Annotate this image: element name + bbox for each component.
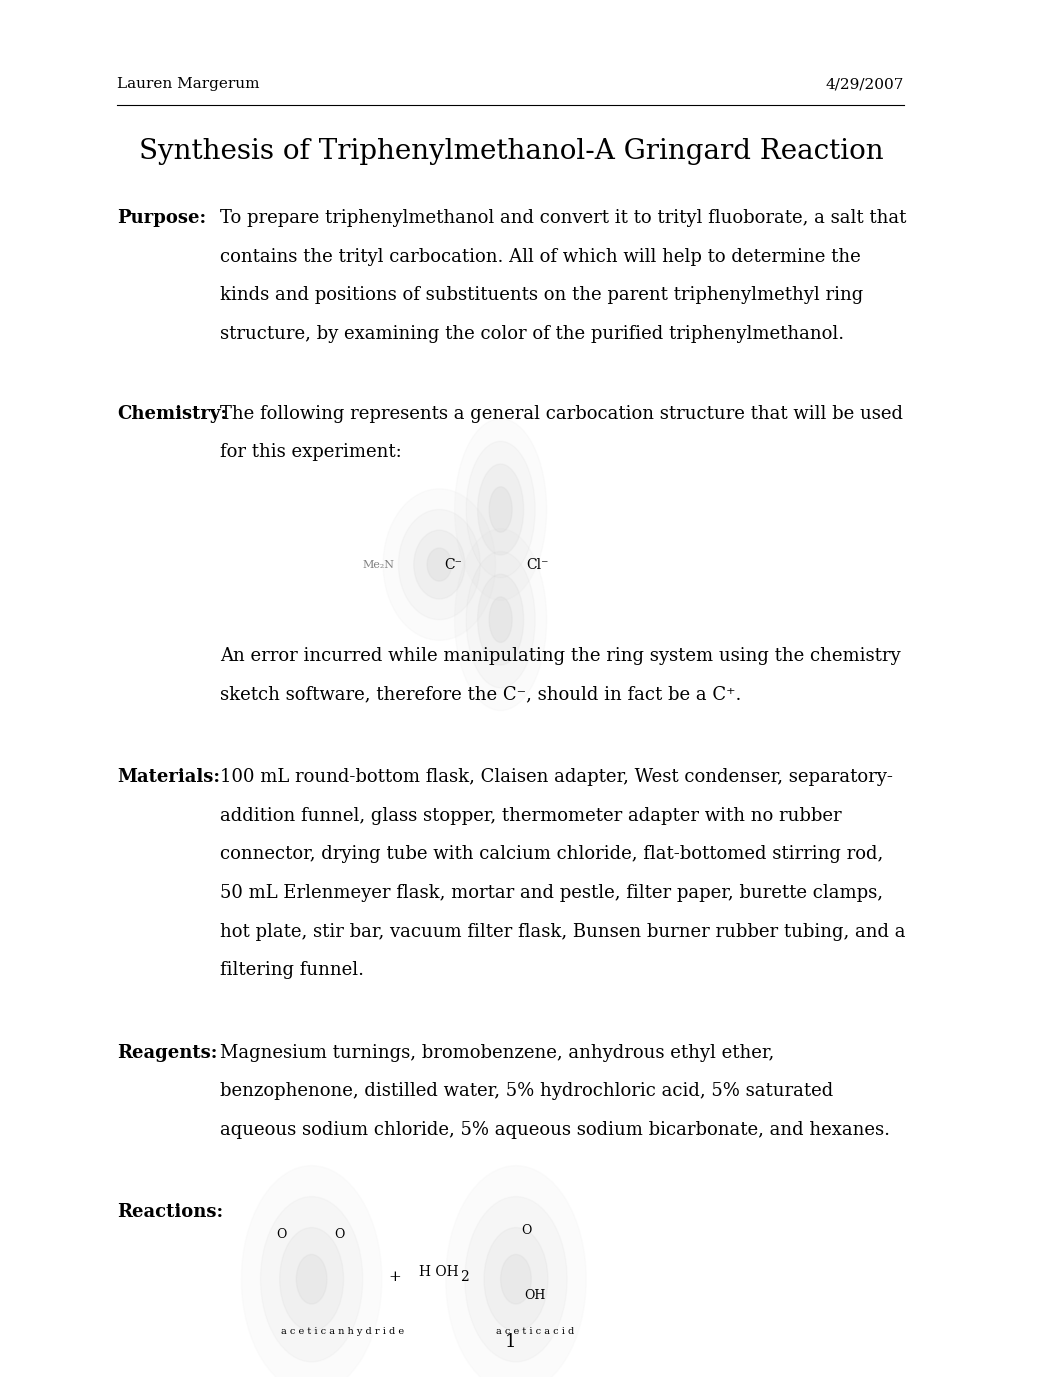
Text: Purpose:: Purpose: bbox=[118, 209, 207, 227]
Text: filtering funnel.: filtering funnel. bbox=[220, 961, 363, 979]
Ellipse shape bbox=[296, 1254, 327, 1304]
Text: An error incurred while manipulating the ring system using the chemistry: An error incurred while manipulating the… bbox=[220, 647, 901, 665]
Text: connector, drying tube with calcium chloride, flat-bottomed stirring rod,: connector, drying tube with calcium chlo… bbox=[220, 845, 883, 863]
Text: structure, by examining the color of the purified triphenylmethanol.: structure, by examining the color of the… bbox=[220, 325, 844, 343]
Ellipse shape bbox=[478, 464, 524, 555]
Text: Lauren Margerum: Lauren Margerum bbox=[118, 77, 260, 91]
Ellipse shape bbox=[490, 598, 512, 643]
Text: The following represents a general carbocation structure that will be used: The following represents a general carbo… bbox=[220, 405, 903, 423]
Text: Materials:: Materials: bbox=[118, 768, 221, 786]
Text: 2: 2 bbox=[460, 1270, 468, 1283]
Text: benzophenone, distilled water, 5% hydrochloric acid, 5% saturated: benzophenone, distilled water, 5% hydroc… bbox=[220, 1082, 833, 1100]
Ellipse shape bbox=[466, 552, 535, 688]
Text: O: O bbox=[521, 1224, 531, 1237]
Text: Me₂N: Me₂N bbox=[363, 559, 395, 570]
Text: O: O bbox=[335, 1228, 344, 1241]
Text: contains the trityl carbocation. All of which will help to determine the: contains the trityl carbocation. All of … bbox=[220, 248, 860, 266]
Text: Reagents:: Reagents: bbox=[118, 1044, 218, 1062]
Text: sketch software, therefore the C⁻, should in fact be a C⁺.: sketch software, therefore the C⁻, shoul… bbox=[220, 686, 741, 704]
Ellipse shape bbox=[260, 1197, 363, 1362]
Ellipse shape bbox=[241, 1165, 382, 1377]
Text: a c e t i c a c i d: a c e t i c a c i d bbox=[496, 1327, 573, 1337]
Ellipse shape bbox=[466, 441, 535, 578]
Ellipse shape bbox=[455, 529, 547, 711]
Text: Magnesium turnings, bromobenzene, anhydrous ethyl ether,: Magnesium turnings, bromobenzene, anhydr… bbox=[220, 1044, 774, 1062]
Ellipse shape bbox=[465, 1197, 567, 1362]
Text: Reactions:: Reactions: bbox=[118, 1203, 224, 1221]
Ellipse shape bbox=[427, 548, 451, 581]
Ellipse shape bbox=[478, 574, 524, 665]
Text: 1: 1 bbox=[506, 1333, 516, 1351]
Text: C⁻: C⁻ bbox=[445, 558, 462, 571]
Ellipse shape bbox=[455, 419, 547, 600]
Text: Synthesis of Triphenylmethanol-A Gringard Reaction: Synthesis of Triphenylmethanol-A Gringar… bbox=[138, 138, 884, 165]
Text: 50 mL Erlenmeyer flask, mortar and pestle, filter paper, burette clamps,: 50 mL Erlenmeyer flask, mortar and pestl… bbox=[220, 884, 883, 902]
Text: To prepare triphenylmethanol and convert it to trityl fluoborate, a salt that: To prepare triphenylmethanol and convert… bbox=[220, 209, 906, 227]
Text: kinds and positions of substituents on the parent triphenylmethyl ring: kinds and positions of substituents on t… bbox=[220, 286, 863, 304]
Text: O: O bbox=[276, 1228, 287, 1241]
Text: H OH: H OH bbox=[418, 1265, 459, 1279]
Text: for this experiment:: for this experiment: bbox=[220, 443, 401, 461]
Text: aqueous sodium chloride, 5% aqueous sodium bicarbonate, and hexanes.: aqueous sodium chloride, 5% aqueous sodi… bbox=[220, 1121, 890, 1139]
Ellipse shape bbox=[490, 487, 512, 533]
Text: OH: OH bbox=[525, 1289, 546, 1301]
Ellipse shape bbox=[446, 1165, 586, 1377]
Text: addition funnel, glass stopper, thermometer adapter with no rubber: addition funnel, glass stopper, thermome… bbox=[220, 807, 841, 825]
Ellipse shape bbox=[279, 1228, 343, 1332]
Text: +: + bbox=[389, 1270, 401, 1283]
Text: 4/29/2007: 4/29/2007 bbox=[826, 77, 904, 91]
Ellipse shape bbox=[383, 489, 496, 640]
Text: Cl⁻: Cl⁻ bbox=[526, 558, 549, 571]
Text: hot plate, stir bar, vacuum filter flask, Bunsen burner rubber tubing, and a: hot plate, stir bar, vacuum filter flask… bbox=[220, 923, 905, 940]
Ellipse shape bbox=[414, 530, 465, 599]
Text: a c e t i c a n h y d r i d e: a c e t i c a n h y d r i d e bbox=[281, 1327, 405, 1337]
Ellipse shape bbox=[398, 509, 480, 620]
Ellipse shape bbox=[500, 1254, 531, 1304]
Text: Chemistry:: Chemistry: bbox=[118, 405, 227, 423]
Text: 100 mL round-bottom flask, Claisen adapter, West condenser, separatory-: 100 mL round-bottom flask, Claisen adapt… bbox=[220, 768, 892, 786]
Ellipse shape bbox=[484, 1228, 548, 1332]
